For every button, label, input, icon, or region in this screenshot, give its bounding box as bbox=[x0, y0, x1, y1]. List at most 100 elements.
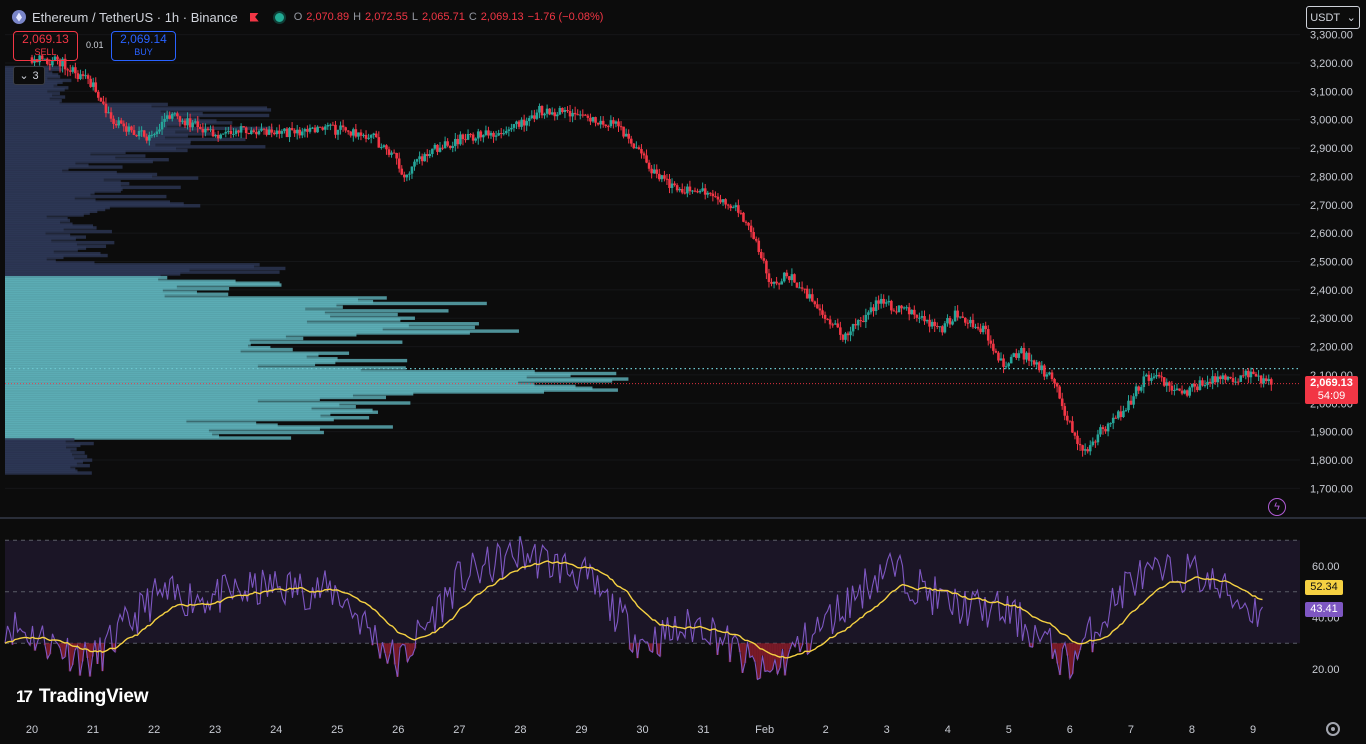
tradingview-logo[interactable]: 17 TradingView bbox=[16, 686, 148, 708]
volume-profile-bar bbox=[5, 462, 77, 466]
candle-body bbox=[890, 300, 893, 311]
change-value: −1.76 (−0.08%) bbox=[527, 11, 604, 23]
volume-profile-bar bbox=[5, 198, 96, 202]
candle-body bbox=[464, 139, 467, 141]
volume-profile-bar bbox=[5, 469, 78, 473]
candle-body bbox=[731, 207, 735, 209]
market-status-icon[interactable] bbox=[272, 10, 286, 24]
candle-body bbox=[752, 232, 755, 239]
volume-profile-bar bbox=[5, 351, 350, 355]
candle-body bbox=[127, 126, 131, 132]
currency-select[interactable]: USDT ⌄ bbox=[1306, 6, 1360, 29]
candle-body bbox=[969, 319, 972, 324]
candle-body bbox=[196, 121, 200, 128]
volume-profile-bar bbox=[5, 323, 409, 328]
candle-body bbox=[721, 199, 725, 203]
volume-profile-bar bbox=[5, 170, 117, 175]
candle-body bbox=[1180, 390, 1184, 394]
volume-profile-bar bbox=[5, 259, 56, 263]
candle-body bbox=[1188, 387, 1191, 396]
candle-body bbox=[71, 67, 75, 72]
candle-body bbox=[1002, 358, 1005, 367]
candle-body bbox=[1129, 400, 1133, 405]
candle-body bbox=[1208, 381, 1212, 384]
candle-body bbox=[770, 281, 773, 284]
volume-profile-bar bbox=[5, 368, 361, 372]
candle-body bbox=[864, 314, 868, 322]
flag-icon[interactable] bbox=[249, 12, 259, 22]
candle-body bbox=[678, 188, 681, 191]
symbol-header[interactable]: Ethereum / TetherUS · 1h · Binance O 2,07… bbox=[12, 7, 603, 27]
volume-profile-bar bbox=[5, 329, 519, 333]
price-tick-label: 1,800.00 bbox=[1310, 455, 1353, 467]
volume-profile-bar bbox=[5, 327, 383, 331]
candle-body bbox=[1073, 432, 1077, 436]
volume-profile-bar bbox=[5, 172, 158, 177]
volume-profile-bar bbox=[5, 97, 50, 101]
volume-profile-bar bbox=[5, 294, 165, 298]
candle-body bbox=[897, 305, 901, 313]
candle-body bbox=[568, 111, 572, 117]
candle-body bbox=[76, 73, 80, 79]
candle-body bbox=[1099, 427, 1102, 435]
volume-profile-bar bbox=[5, 139, 191, 143]
candle-body bbox=[737, 205, 740, 213]
candle-body bbox=[696, 191, 699, 193]
volume-profile-bar bbox=[5, 390, 545, 394]
candle-body bbox=[839, 327, 842, 335]
buy-button[interactable]: 2,069.14 BUY bbox=[111, 31, 176, 61]
volume-profile-bar bbox=[5, 86, 69, 90]
candle-body bbox=[290, 128, 294, 131]
candle-body bbox=[754, 238, 758, 241]
candle-body bbox=[803, 288, 806, 290]
candle-body bbox=[1190, 383, 1194, 388]
volume-profile-bar bbox=[5, 309, 449, 313]
volume-profile-bar bbox=[5, 163, 89, 167]
candle-body bbox=[856, 320, 860, 326]
low-label: L bbox=[411, 11, 418, 23]
symbol-title[interactable]: Ethereum / TetherUS · 1h · Binance bbox=[32, 9, 238, 25]
candle-body bbox=[1124, 410, 1128, 412]
candle-body bbox=[510, 127, 513, 130]
time-axis[interactable]: 20 21 22 23 24 25 26 27 28 29 30 31 Feb 2 3 4 5 6 7 8 9 bbox=[26, 724, 1256, 736]
volume-profile-bar bbox=[5, 270, 280, 274]
candle-body bbox=[913, 309, 916, 315]
volume-profile-bar bbox=[5, 451, 85, 455]
volume-profile-bar bbox=[5, 441, 94, 446]
volume-profile-bar bbox=[5, 167, 69, 171]
candle-body bbox=[943, 323, 947, 333]
candle-body bbox=[494, 135, 498, 137]
candle-body bbox=[724, 199, 727, 205]
last-price-label: 2,069.13 54:09 bbox=[1305, 376, 1358, 404]
candle-body bbox=[1162, 377, 1166, 386]
volume-profile-bar bbox=[5, 417, 334, 422]
candle-body bbox=[652, 169, 656, 174]
candle-body bbox=[765, 260, 768, 274]
indicators-toggle-button[interactable]: ⌄ 3 bbox=[13, 66, 45, 85]
candle-body bbox=[56, 56, 59, 60]
volume-profile-bar bbox=[5, 115, 170, 120]
gear-icon[interactable] bbox=[1326, 722, 1340, 736]
candle-body bbox=[339, 125, 342, 130]
candle-body bbox=[112, 118, 115, 124]
sell-button[interactable]: 2,069.13 SELL bbox=[13, 31, 78, 61]
volume-profile-bar bbox=[5, 440, 66, 444]
volume-profile-bar bbox=[5, 102, 168, 107]
candle-body bbox=[242, 126, 245, 128]
volume-profile-bar bbox=[5, 242, 77, 247]
price-axis[interactable]: 3,300.00 3,200.00 3,100.00 3,000.00 2,900.00… bbox=[1310, 30, 1353, 496]
volume-profile-bar bbox=[5, 211, 90, 215]
low-value: 2,065.71 bbox=[422, 11, 465, 23]
candle-body bbox=[1040, 365, 1044, 371]
candle-body bbox=[624, 133, 628, 137]
candle-body bbox=[239, 126, 243, 133]
candle-body bbox=[272, 132, 276, 135]
candle-body bbox=[956, 310, 959, 318]
candle-body bbox=[153, 134, 156, 136]
lightning-icon[interactable]: ϟ bbox=[1268, 498, 1286, 516]
volume-profile-bar bbox=[5, 353, 319, 357]
candle-body bbox=[635, 147, 638, 149]
volume-profile-bar bbox=[5, 281, 280, 285]
